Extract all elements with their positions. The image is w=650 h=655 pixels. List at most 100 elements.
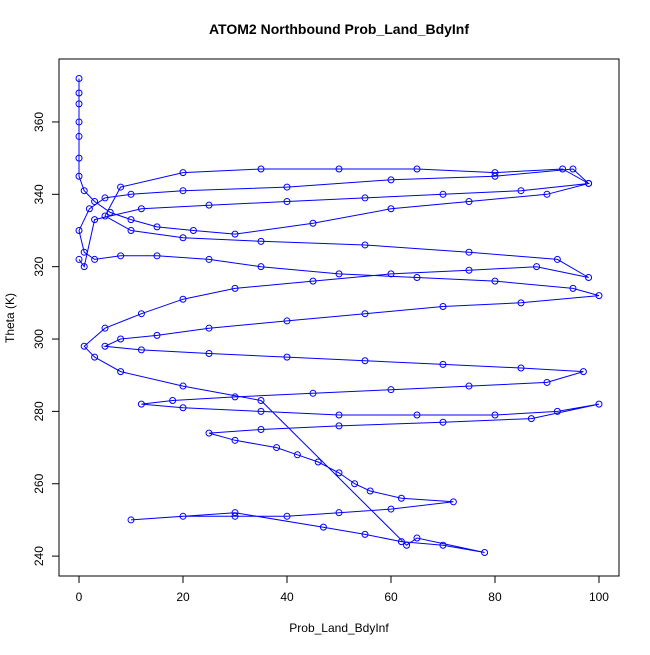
data-point	[91, 216, 99, 224]
x-axis-label: Prob_Land_BdyInf	[289, 621, 389, 635]
data-point	[75, 132, 83, 140]
data-point	[283, 183, 291, 191]
data-point	[397, 494, 405, 502]
data-point	[205, 349, 213, 357]
data-point	[553, 255, 561, 263]
data-point	[75, 118, 83, 126]
data-point	[491, 277, 499, 285]
data-point	[257, 407, 265, 415]
data-point	[91, 353, 99, 361]
data-point	[361, 194, 369, 202]
data-point	[387, 505, 395, 513]
data-point	[137, 346, 145, 354]
data-point	[257, 237, 265, 245]
data-point	[366, 487, 374, 495]
data-point	[117, 335, 125, 343]
data-point	[80, 342, 88, 350]
data-point	[319, 523, 327, 531]
data-point	[361, 310, 369, 318]
y-tick-label: 280	[32, 401, 46, 421]
data-point	[80, 263, 88, 271]
data-point	[273, 444, 281, 452]
data-point	[543, 378, 551, 386]
data-point	[559, 165, 567, 173]
data-point	[465, 198, 473, 206]
x-tick-label: 0	[76, 590, 83, 604]
data-point	[127, 216, 135, 224]
data-point	[153, 331, 161, 339]
data-point	[80, 187, 88, 195]
data-point	[257, 165, 265, 173]
x-tick-label: 80	[488, 590, 502, 604]
data-point	[127, 516, 135, 524]
data-point	[101, 212, 109, 220]
x-tick-label: 20	[176, 590, 190, 604]
data-point	[361, 357, 369, 365]
data-point	[137, 205, 145, 213]
data-point	[179, 234, 187, 242]
data-point	[91, 198, 99, 206]
data-point	[361, 530, 369, 538]
data-point	[231, 230, 239, 238]
data-point	[75, 226, 83, 234]
data-point	[117, 183, 125, 191]
data-point	[465, 266, 473, 274]
data-point	[127, 226, 135, 234]
data-point	[569, 165, 577, 173]
data-point	[439, 360, 447, 368]
data-point	[283, 198, 291, 206]
data-point	[205, 255, 213, 263]
data-point	[179, 295, 187, 303]
data-point	[231, 393, 239, 401]
data-point	[283, 353, 291, 361]
y-tick-label: 300	[32, 329, 46, 349]
data-point	[257, 263, 265, 271]
data-point	[179, 169, 187, 177]
y-tick-label: 320	[32, 256, 46, 276]
data-point	[75, 154, 83, 162]
data-point	[179, 382, 187, 390]
data-point	[283, 512, 291, 520]
data-point	[569, 284, 577, 292]
data-point	[75, 255, 83, 263]
data-point	[137, 400, 145, 408]
data-point	[283, 317, 291, 325]
data-point	[293, 451, 301, 459]
data-point	[179, 404, 187, 412]
data-point	[335, 411, 343, 419]
data-point	[314, 458, 322, 466]
data-point	[75, 75, 83, 83]
data-point	[361, 241, 369, 249]
data-point	[449, 498, 457, 506]
data-point	[335, 509, 343, 517]
data-point	[106, 208, 114, 216]
data-point	[517, 187, 525, 195]
x-tick-label: 40	[280, 590, 294, 604]
data-point	[527, 415, 535, 423]
data-point	[257, 397, 265, 405]
data-point	[517, 364, 525, 372]
data-point	[117, 252, 125, 260]
data-point	[101, 324, 109, 332]
data-point	[481, 548, 489, 556]
data-point	[179, 512, 187, 520]
data-point	[351, 480, 359, 488]
data-point	[231, 509, 239, 517]
data-point	[75, 100, 83, 108]
data-point	[491, 172, 499, 180]
data-point	[91, 255, 99, 263]
data-point	[205, 324, 213, 332]
data-point	[179, 187, 187, 195]
data-point	[101, 342, 109, 350]
data-point	[543, 190, 551, 198]
x-tick-label: 100	[589, 590, 609, 604]
x-tick-label: 60	[384, 590, 398, 604]
data-point	[231, 436, 239, 444]
y-tick-label: 360	[32, 112, 46, 132]
data-point	[137, 310, 145, 318]
data-point	[153, 223, 161, 231]
data-point	[403, 541, 411, 549]
data-point	[387, 386, 395, 394]
